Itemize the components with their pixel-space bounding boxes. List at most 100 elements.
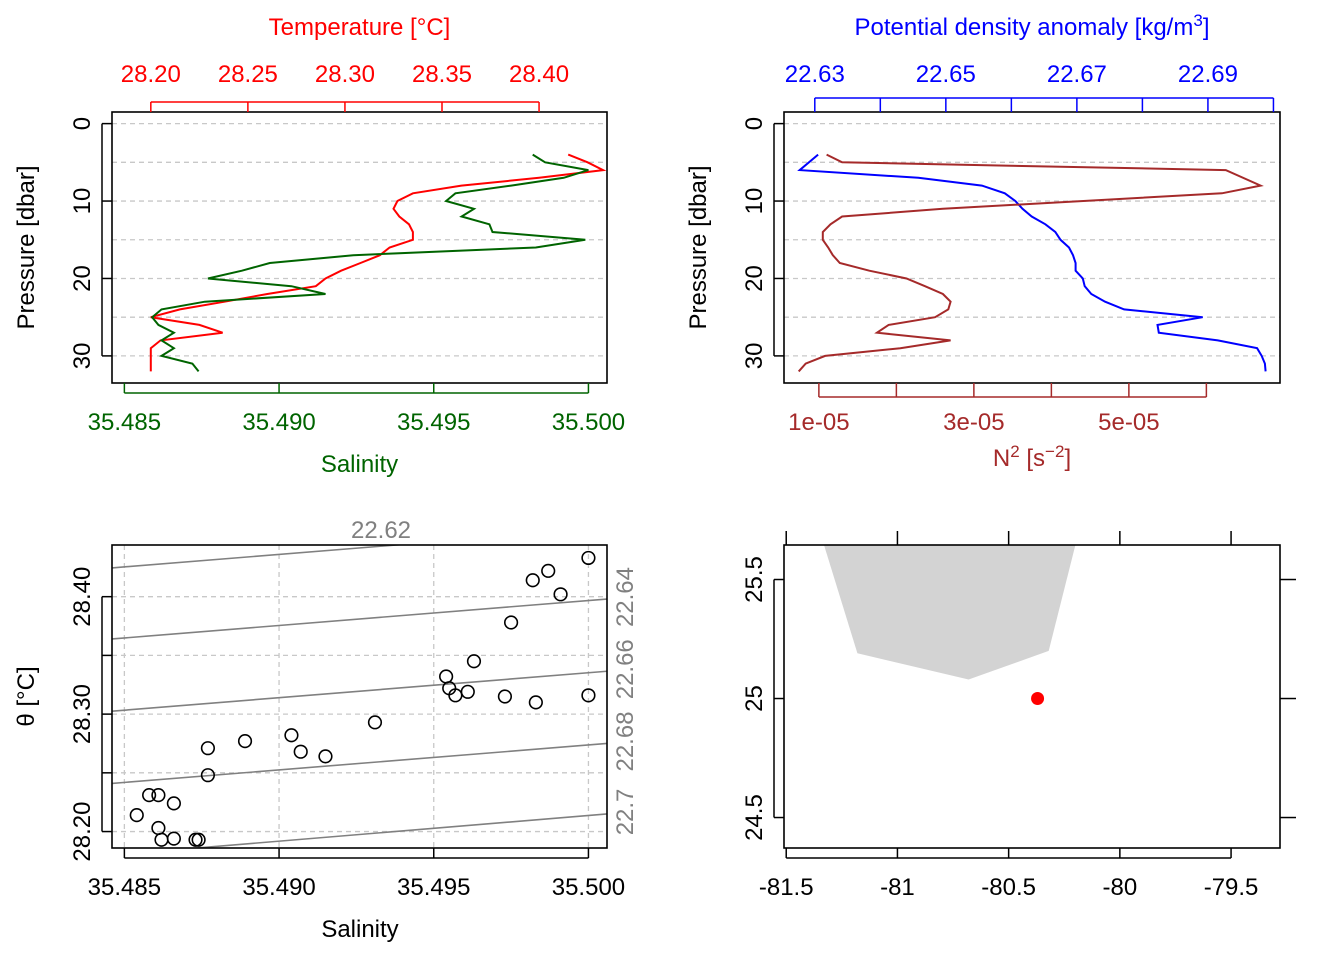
ts-point xyxy=(553,587,568,602)
lon-tick-label: -81.5 xyxy=(759,874,814,901)
ts-point xyxy=(237,734,253,749)
x-tick-label: 35.485 xyxy=(88,874,161,901)
ts-point xyxy=(581,550,596,566)
n2-axis-title-label_sup2: −2 xyxy=(1045,442,1064,461)
x-axis-title: Salinity xyxy=(321,916,398,943)
ts-point xyxy=(525,573,540,588)
n2-axis-title: N2 [s−2] xyxy=(993,442,1071,472)
ts-point xyxy=(200,768,216,783)
y-tick-label: 28.30 xyxy=(69,684,96,744)
plot-frame xyxy=(783,111,1281,384)
y-axis-title: Pressure [dbar] xyxy=(13,165,40,329)
density-tick-label: 22.63 xyxy=(785,61,845,88)
n2-tick-label: 5e-05 xyxy=(1098,409,1159,436)
n2-axis-title-label_main: N xyxy=(993,445,1010,472)
ts-point xyxy=(129,808,144,823)
salinity-tick-label: 35.485 xyxy=(88,409,161,436)
lon-tick-label: -80 xyxy=(1103,874,1138,901)
y-tick-label: 10 xyxy=(741,188,768,215)
density-tick-label: 22.69 xyxy=(1178,61,1238,88)
density-line xyxy=(797,153,1267,372)
y-tick-label: 20 xyxy=(741,265,768,292)
plot-frame xyxy=(111,111,608,384)
panel-temperature-salinity-profile: 0 10 20 30 Pressure [dbar] 28.20 28.25 28.30 28.… xyxy=(13,14,625,478)
temperature-line xyxy=(149,153,607,372)
panel-ts-diagram: 22.62 22.64 22.66 22.68 22.7 35.485 35.490 35.4… xyxy=(13,517,639,943)
lon-tick-label: -81 xyxy=(880,874,915,901)
map-frame xyxy=(783,544,1281,849)
x-tick-label: 35.490 xyxy=(242,874,315,901)
density-axis-title-end: ] xyxy=(1203,14,1210,41)
temperature-tick-label: 28.20 xyxy=(121,61,181,88)
salinity-tick-label: 35.495 xyxy=(397,409,470,436)
y-tick-label: 28.20 xyxy=(69,802,96,862)
temperature-tick-label: 28.40 xyxy=(509,61,569,88)
temperature-tick-label: 28.35 xyxy=(412,61,472,88)
ts-point xyxy=(466,654,482,669)
ts-point xyxy=(151,788,166,803)
n2-axis-title-label_end: ] xyxy=(1064,445,1071,472)
lat-tick-label: 25.5 xyxy=(741,556,768,603)
salinity-line xyxy=(150,153,589,373)
density-tick-label: 22.67 xyxy=(1047,61,1107,88)
salinity-axis-title: Salinity xyxy=(321,451,398,478)
isopycnal-line xyxy=(112,598,607,640)
temperature-tick-label: 28.25 xyxy=(218,61,278,88)
y-tick-label: 28.40 xyxy=(69,567,96,627)
ts-point xyxy=(503,615,519,630)
isopycnal-label: 22.68 xyxy=(612,711,639,771)
lon-tick-label: -79.5 xyxy=(1204,874,1259,901)
isopycnal-line xyxy=(112,742,607,785)
isopycnal-label: 22.62 xyxy=(351,517,411,544)
ts-point xyxy=(293,744,308,759)
ts-point xyxy=(581,688,596,703)
ts-point xyxy=(460,684,475,699)
y-axis-title: θ [°C] xyxy=(13,666,40,726)
ts-point xyxy=(154,832,169,847)
y-axis-title: Pressure [dbar] xyxy=(685,165,712,329)
y-tick-label: 30 xyxy=(69,343,96,370)
lat-tick-label: 25 xyxy=(741,685,768,712)
temperature-tick-label: 28.30 xyxy=(315,61,375,88)
ts-point xyxy=(528,695,543,710)
panel-density-n2-profile: 0 10 20 30 Pressure [dbar] 22.63 22.65 22.67 22.… xyxy=(685,11,1281,472)
density-axis-title-main: Potential density anomaly [kg/m xyxy=(855,14,1194,41)
n2-tick-label: 3e-05 xyxy=(943,409,1004,436)
isopycnal-label: 22.66 xyxy=(612,639,639,699)
isopycnal-line xyxy=(187,813,607,848)
ts-point xyxy=(151,820,166,836)
n2-axis-title-label_mid: [s xyxy=(1020,445,1045,472)
ts-point xyxy=(284,728,299,743)
x-tick-label: 35.500 xyxy=(552,874,625,901)
ts-point xyxy=(367,715,383,730)
isopycnal-label: 22.64 xyxy=(612,567,639,627)
lat-tick-label: 24.5 xyxy=(741,794,768,841)
isopycnal-line xyxy=(112,670,607,712)
ts-point xyxy=(142,788,157,803)
ts-point xyxy=(541,563,556,578)
y-tick-label: 20 xyxy=(69,265,96,292)
ts-point xyxy=(166,796,181,811)
y-tick-label: 0 xyxy=(69,117,96,130)
isopycnal-label: 22.7 xyxy=(612,789,639,836)
lon-tick-label: -80.5 xyxy=(981,874,1036,901)
y-tick-label: 0 xyxy=(741,117,768,130)
n2-line xyxy=(797,153,1264,373)
density-axis-title: Potential density anomaly [kg/m3] xyxy=(855,11,1210,41)
land-polygon xyxy=(824,545,1076,680)
station-marker xyxy=(1031,692,1045,706)
y-tick-label: 30 xyxy=(741,343,768,370)
n2-tick-label: 1e-05 xyxy=(788,409,849,436)
salinity-tick-label: 35.500 xyxy=(552,409,625,436)
temperature-axis-title: Temperature [°C] xyxy=(269,14,451,41)
y-tick-label: 10 xyxy=(69,188,96,215)
panel-station-map: -81.5 -81 -80.5 -80 -79.5 24.5 25 25.5 xyxy=(741,531,1296,901)
ts-point xyxy=(497,689,513,704)
ts-point xyxy=(318,749,333,764)
plot-frame xyxy=(111,544,608,849)
ts-point xyxy=(439,669,454,684)
salinity-tick-label: 35.490 xyxy=(242,409,315,436)
isopycnal-line xyxy=(112,545,406,569)
ts-point xyxy=(200,741,216,756)
